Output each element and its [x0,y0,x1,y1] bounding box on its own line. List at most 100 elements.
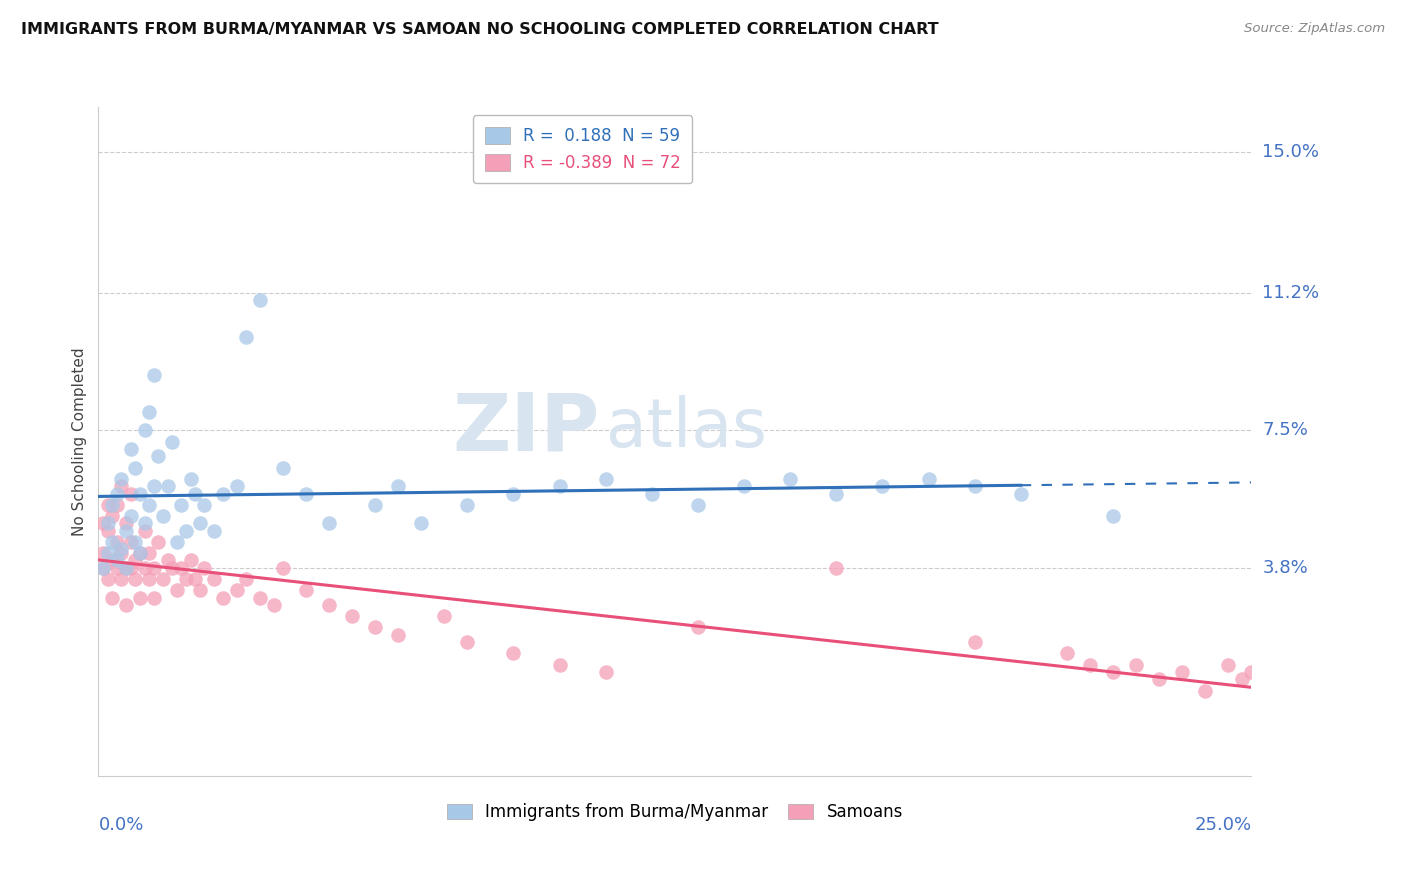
Point [271,561,294,575]
Point [188,516,211,531]
Point [364,498,387,512]
Point [170,561,193,575]
Point [105,561,128,575]
Point [595,472,617,486]
Point [263,598,285,612]
Point [387,628,409,642]
Point [138,405,160,419]
Point [110,542,132,557]
Point [148,534,170,549]
Point [120,508,142,523]
Point [91,561,114,575]
Point [105,534,128,549]
Point [91,561,114,575]
Point [91,546,114,560]
Point [548,479,571,493]
Point [686,620,709,634]
Point [1230,673,1253,687]
Point [101,591,124,605]
Point [1147,673,1170,687]
Point [115,598,138,612]
Point [235,572,257,586]
Text: 7.5%: 7.5% [1263,421,1309,440]
Point [456,498,478,512]
Point [152,572,174,586]
Point [124,534,146,549]
Point [1078,657,1101,672]
Text: Source: ZipAtlas.com: Source: ZipAtlas.com [1244,22,1385,36]
Point [249,293,271,308]
Point [110,546,132,560]
Point [97,516,120,531]
Y-axis label: No Schooling Completed: No Schooling Completed [72,347,87,536]
Point [1171,665,1194,679]
Point [97,498,120,512]
Point [91,516,114,531]
Point [101,553,124,567]
Point [160,561,183,575]
Point [124,572,146,586]
Point [142,368,165,382]
Point [1125,657,1147,672]
Point [202,524,225,538]
Point [1010,486,1032,500]
Point [134,561,156,575]
Point [1218,657,1240,672]
Point [212,591,235,605]
Point [225,583,247,598]
Point [120,561,142,575]
Point [502,646,524,660]
Text: IMMIGRANTS FROM BURMA/MYANMAR VS SAMOAN NO SCHOOLING COMPLETED CORRELATION CHART: IMMIGRANTS FROM BURMA/MYANMAR VS SAMOAN … [21,22,939,37]
Point [184,486,207,500]
Point [138,498,160,512]
Point [917,472,939,486]
Point [142,479,165,493]
Point [235,330,257,344]
Point [110,472,132,486]
Point [120,486,142,500]
Point [142,591,165,605]
Point [124,553,146,567]
Text: 25.0%: 25.0% [1194,816,1251,834]
Point [129,591,152,605]
Point [295,486,318,500]
Point [502,486,524,500]
Point [825,486,848,500]
Point [129,546,152,560]
Point [156,479,179,493]
Point [456,635,478,649]
Point [134,516,156,531]
Point [105,486,128,500]
Point [872,479,894,493]
Point [212,486,235,500]
Point [1102,508,1125,523]
Point [138,572,160,586]
Point [271,460,294,475]
Point [225,479,247,493]
Point [160,434,183,449]
Text: 11.2%: 11.2% [1263,284,1320,301]
Point [166,583,188,598]
Point [129,546,152,560]
Point [110,479,132,493]
Point [101,534,124,549]
Point [138,546,160,560]
Point [548,657,571,672]
Point [166,534,188,549]
Point [641,486,664,500]
Point [318,598,340,612]
Point [184,572,207,586]
Point [193,498,215,512]
Point [963,479,986,493]
Point [115,561,138,575]
Point [174,572,197,586]
Text: ZIP: ZIP [453,389,600,467]
Point [411,516,433,531]
Point [97,524,120,538]
Point [1194,683,1216,698]
Point [115,524,138,538]
Point [193,561,215,575]
Point [156,553,179,567]
Point [733,479,755,493]
Point [180,472,202,486]
